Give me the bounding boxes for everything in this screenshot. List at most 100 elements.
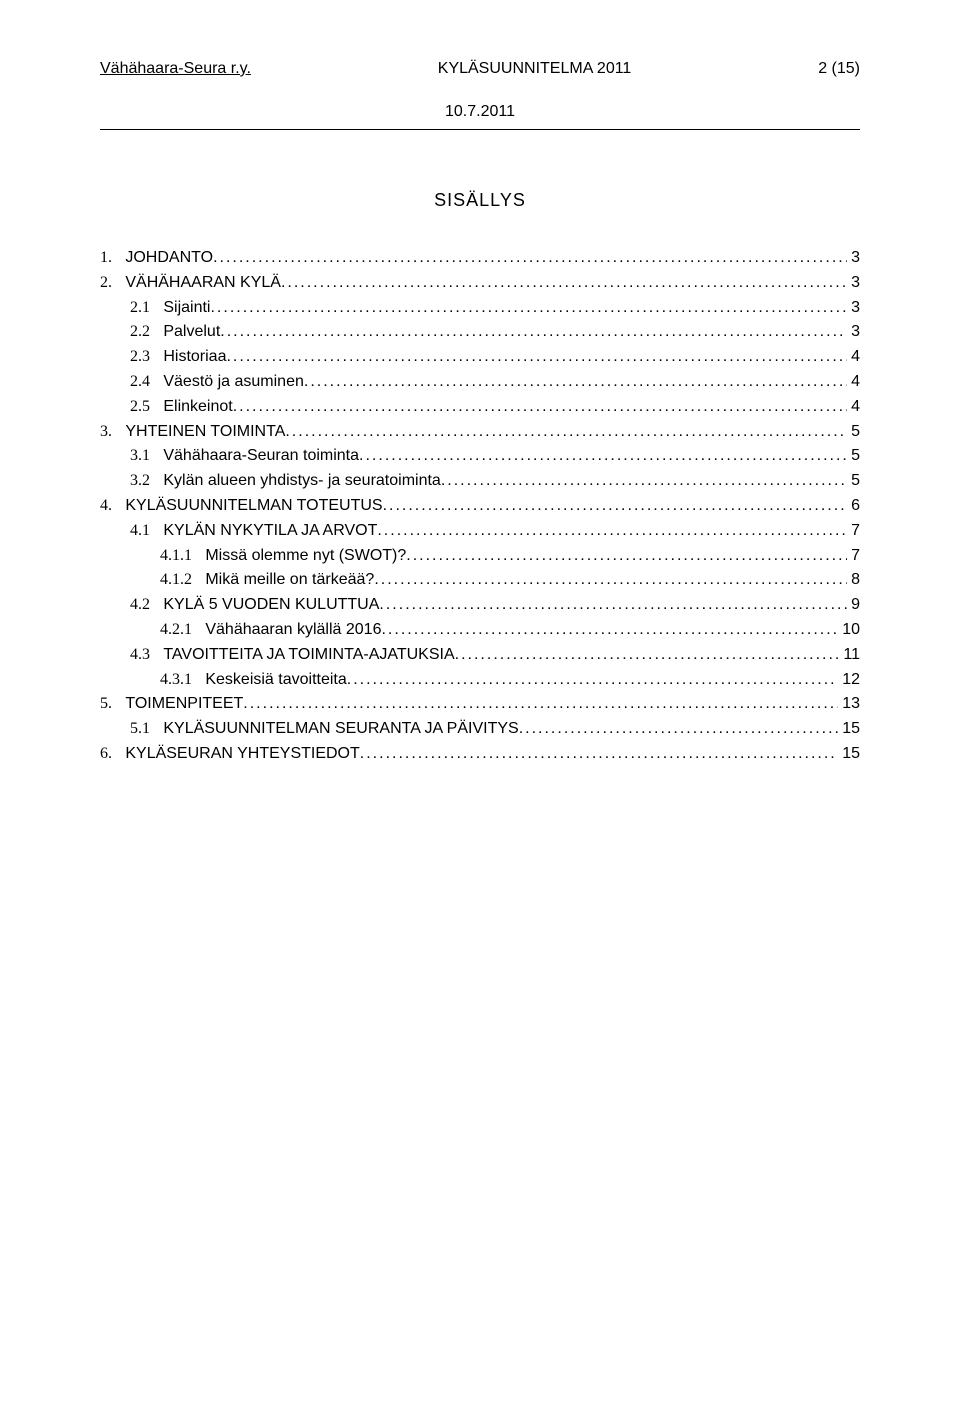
toc-entry-page: 11 bbox=[839, 643, 860, 668]
toc-entry-number: 4. bbox=[100, 497, 112, 514]
toc-entry-label: 4. KYLÄSUUNNITELMAN TOTEUTUS bbox=[100, 494, 383, 519]
toc-leader-dots bbox=[377, 519, 847, 544]
toc-entry-title: Palvelut bbox=[163, 323, 220, 340]
toc-entry-page: 12 bbox=[838, 668, 860, 693]
toc-entry-number: 5.1 bbox=[130, 720, 150, 737]
toc-leader-dots bbox=[304, 370, 847, 395]
toc-entry-title: JOHDANTO bbox=[125, 249, 213, 266]
toc-entry-number: 3.1 bbox=[130, 447, 150, 464]
toc-entry-page: 8 bbox=[847, 568, 860, 593]
toc-entry-label: 4.2.1 Vähähaaran kylällä 2016 bbox=[160, 618, 381, 643]
toc-entry-label: 2.5 Elinkeinot bbox=[130, 395, 233, 420]
document-title: KYLÄSUUNNITELMA 2011 bbox=[438, 60, 632, 78]
toc-entry-page: 4 bbox=[847, 370, 860, 395]
toc-entry-title: YHTEINEN TOIMINTA bbox=[125, 423, 285, 440]
toc-entry-page: 5 bbox=[847, 469, 860, 494]
toc-leader-dots bbox=[213, 246, 847, 271]
toc-leader-dots bbox=[441, 469, 847, 494]
toc-leader-dots bbox=[360, 742, 838, 767]
toc-row: 5. TOIMENPITEET 13 bbox=[100, 692, 860, 717]
toc-entry-page: 3 bbox=[847, 271, 860, 296]
toc-entry-label: 2. VÄHÄHAARAN KYLÄ bbox=[100, 271, 281, 296]
document-page: Vähähaara-Seura r.y. KYLÄSUUNNITELMA 201… bbox=[0, 0, 960, 1420]
toc-entry-page: 15 bbox=[838, 717, 860, 742]
toc-entry-page: 5 bbox=[847, 420, 860, 445]
toc-leader-dots bbox=[455, 643, 840, 668]
toc-entry-title: Missä olemme nyt (SWOT)? bbox=[205, 547, 406, 564]
toc-entry-title: KYLÄSUUNNITELMAN TOTEUTUS bbox=[125, 497, 382, 514]
toc-leader-dots bbox=[519, 717, 839, 742]
toc-row: 5.1 KYLÄSUUNNITELMAN SEURANTA JA PÄIVITY… bbox=[100, 717, 860, 742]
table-of-contents: 1. JOHDANTO 3 2. VÄHÄHAARAN KYLÄ 3 2.1 Sijai… bbox=[100, 246, 860, 767]
toc-entry-page: 5 bbox=[847, 444, 860, 469]
toc-entry-number: 4.1.2 bbox=[160, 571, 192, 588]
toc-entry-title: TOIMENPITEET bbox=[125, 695, 243, 712]
toc-row: 4. KYLÄSUUNNITELMAN TOTEUTUS6 bbox=[100, 494, 860, 519]
toc-entry-page: 7 bbox=[847, 544, 860, 569]
toc-leader-dots bbox=[379, 593, 847, 618]
toc-entry-number: 2.3 bbox=[130, 348, 150, 365]
toc-entry-title: Kylän alueen yhdistys- ja seuratoiminta bbox=[163, 472, 440, 489]
toc-entry-page: 15 bbox=[838, 742, 860, 767]
toc-entry-page: 3 bbox=[847, 246, 860, 271]
toc-entry-label: 6. KYLÄSEURAN YHTEYSTIEDOT bbox=[100, 742, 360, 767]
toc-entry-title: Elinkeinot bbox=[163, 398, 232, 415]
toc-row: 4.1.2 Mikä meille on tärkeää? 8 bbox=[100, 568, 860, 593]
toc-leader-dots bbox=[347, 668, 838, 693]
toc-entry-label: 1. JOHDANTO bbox=[100, 246, 213, 271]
page-header: Vähähaara-Seura r.y. KYLÄSUUNNITELMA 201… bbox=[100, 60, 860, 78]
toc-entry-number: 2.2 bbox=[130, 323, 150, 340]
toc-row: 2.2 Palvelut 3 bbox=[100, 320, 860, 345]
toc-row: 4.3.1 Keskeisiä tavoitteita 12 bbox=[100, 668, 860, 693]
toc-entry-page: 4 bbox=[847, 345, 860, 370]
toc-entry-label: 4.1 KYLÄN NYKYTILA JA ARVOT bbox=[130, 519, 377, 544]
toc-entry-label: 5.1 KYLÄSUUNNITELMAN SEURANTA JA PÄIVITY… bbox=[130, 717, 519, 742]
toc-entry-number: 2. bbox=[100, 274, 112, 291]
toc-leader-dots bbox=[226, 345, 847, 370]
toc-leader-dots bbox=[383, 494, 848, 519]
toc-row: 3. YHTEINEN TOIMINTA5 bbox=[100, 420, 860, 445]
toc-entry-number: 4.2.1 bbox=[160, 621, 192, 638]
toc-entry-number: 1. bbox=[100, 249, 112, 266]
toc-entry-title: Keskeisiä tavoitteita bbox=[205, 671, 346, 688]
toc-entry-title: Historiaa bbox=[163, 348, 226, 365]
toc-entry-label: 2.1 Sijainti bbox=[130, 296, 210, 321]
toc-entry-number: 4.2 bbox=[130, 596, 150, 613]
toc-row: 2.5 Elinkeinot4 bbox=[100, 395, 860, 420]
toc-entry-title: Sijainti bbox=[163, 299, 210, 316]
toc-row: 4.1 KYLÄN NYKYTILA JA ARVOT 7 bbox=[100, 519, 860, 544]
toc-entry-number: 4.3.1 bbox=[160, 671, 192, 688]
toc-leader-dots bbox=[243, 692, 838, 717]
toc-leader-dots bbox=[210, 296, 847, 321]
toc-entry-title: Väestö ja asuminen bbox=[163, 373, 304, 390]
toc-entry-title: Mikä meille on tärkeää? bbox=[205, 571, 374, 588]
toc-row: 2.3 Historiaa 4 bbox=[100, 345, 860, 370]
toc-entry-page: 7 bbox=[847, 519, 860, 544]
toc-row: 6. KYLÄSEURAN YHTEYSTIEDOT 15 bbox=[100, 742, 860, 767]
toc-leader-dots bbox=[220, 320, 847, 345]
toc-entry-number: 5. bbox=[100, 695, 112, 712]
toc-heading: SISÄLLYS bbox=[100, 190, 860, 211]
toc-entry-label: 2.2 Palvelut bbox=[130, 320, 220, 345]
toc-entry-page: 13 bbox=[838, 692, 860, 717]
toc-entry-number: 2.1 bbox=[130, 299, 150, 316]
toc-entry-title: KYLÄSEURAN YHTEYSTIEDOT bbox=[125, 745, 359, 762]
toc-entry-label: 2.4 Väestö ja asuminen bbox=[130, 370, 304, 395]
toc-entry-label: 4.1.1 Missä olemme nyt (SWOT)? bbox=[160, 544, 406, 569]
toc-entry-label: 3.1 Vähähaara-Seuran toiminta bbox=[130, 444, 359, 469]
toc-entry-number: 6. bbox=[100, 745, 112, 762]
toc-entry-label: 3.2 Kylän alueen yhdistys- ja seuratoimi… bbox=[130, 469, 441, 494]
toc-leader-dots bbox=[359, 444, 847, 469]
toc-leader-dots bbox=[285, 420, 847, 445]
toc-entry-page: 3 bbox=[847, 296, 860, 321]
toc-leader-dots bbox=[281, 271, 847, 296]
toc-entry-label: 2.3 Historiaa bbox=[130, 345, 226, 370]
toc-row: 4.2 KYLÄ 5 VUODEN KULUTTUA9 bbox=[100, 593, 860, 618]
toc-leader-dots bbox=[406, 544, 847, 569]
toc-entry-label: 4.3.1 Keskeisiä tavoitteita bbox=[160, 668, 347, 693]
toc-leader-dots bbox=[374, 568, 847, 593]
toc-entry-label: 4.3 TAVOITTEITA JA TOIMINTA-AJATUKSIA bbox=[130, 643, 455, 668]
toc-entry-number: 3.2 bbox=[130, 472, 150, 489]
toc-row: 4.1.1 Missä olemme nyt (SWOT)? 7 bbox=[100, 544, 860, 569]
toc-entry-page: 3 bbox=[847, 320, 860, 345]
